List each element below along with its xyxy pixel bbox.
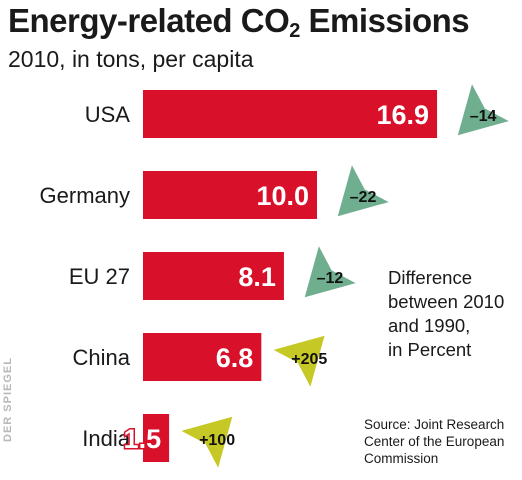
change-label-eu-27: –12 xyxy=(317,270,344,287)
chart-title: Energy-related CO2 Emissions xyxy=(8,2,470,42)
change-legend-note: Difference between 2010 and 1990, in Per… xyxy=(388,267,505,360)
change-arrow-shape-india xyxy=(181,416,233,468)
value-label-germany: 10.0 xyxy=(256,181,309,211)
category-label-eu-27: EU 27 xyxy=(69,264,130,289)
value-label-china: 6.8 xyxy=(216,343,254,373)
bar-usa xyxy=(143,90,438,138)
value-label-usa: 16.9 xyxy=(376,100,429,130)
category-label-usa: USA xyxy=(85,102,131,127)
category-label-germany: Germany xyxy=(40,183,130,208)
bar-india xyxy=(143,414,170,462)
change-arrow-shape-china xyxy=(273,335,325,387)
change-arrow-shape-eu-27 xyxy=(304,246,356,298)
category-label-india: India xyxy=(82,426,130,451)
change-label-usa: –14 xyxy=(470,108,497,125)
change-arrow-shape-usa xyxy=(457,84,509,136)
value-label-india: 1.5 xyxy=(124,424,162,454)
value-label-eu-27: 8.1 xyxy=(238,262,276,292)
bar-china xyxy=(143,333,262,381)
bar-eu-27 xyxy=(143,252,284,300)
chart-subtitle: 2010, in tons, per capita xyxy=(8,46,254,72)
change-arrow-usa xyxy=(457,84,509,136)
change-arrow-india xyxy=(181,416,233,468)
change-arrow-china xyxy=(273,335,325,387)
change-label-china: +205 xyxy=(291,351,327,368)
change-arrow-eu-27 xyxy=(304,246,356,298)
change-arrow-shape-germany xyxy=(337,165,389,217)
change-arrow-germany xyxy=(337,165,389,217)
category-label-china: China xyxy=(73,345,131,370)
publisher-credit: DER SPIEGEL xyxy=(2,357,14,443)
change-label-india: +100 xyxy=(199,432,235,449)
bar-germany xyxy=(143,171,317,219)
source-note: Source: Joint Research Center of the Eur… xyxy=(364,417,505,466)
change-label-germany: –22 xyxy=(350,189,377,206)
